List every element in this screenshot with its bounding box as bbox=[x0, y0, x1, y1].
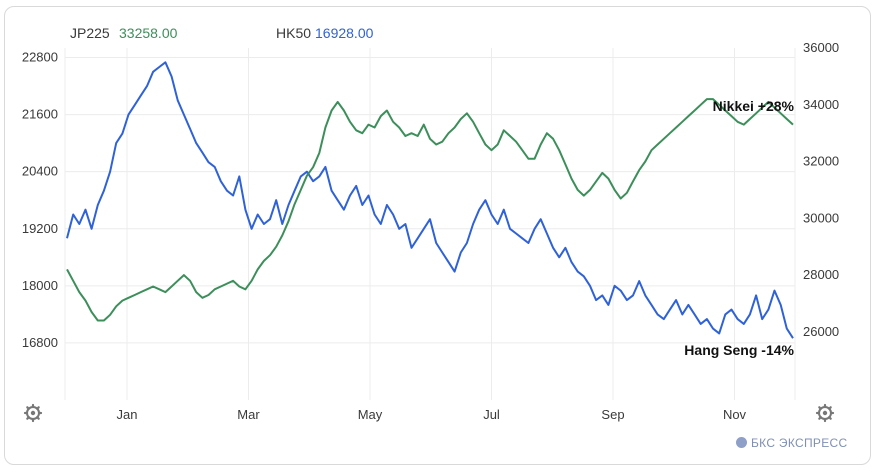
series-lines bbox=[66, 61, 794, 339]
x-axis: Jan Mar May Jul Sep Nov bbox=[117, 407, 747, 422]
x-tick-label: May bbox=[358, 407, 383, 422]
legend-jp225-ticker: JP225 bbox=[70, 25, 110, 41]
left-tick-label: 18000 bbox=[22, 278, 58, 293]
series-line-jp225 bbox=[66, 98, 794, 322]
x-tick-label: Mar bbox=[237, 407, 260, 422]
right-tick-label: 28000 bbox=[803, 267, 839, 282]
left-tick-label: 22800 bbox=[22, 50, 58, 65]
legend-hk50-ticker: HK50 bbox=[276, 25, 311, 41]
right-axis: 26000 28000 30000 32000 34000 36000 bbox=[803, 40, 839, 339]
gear-icon[interactable] bbox=[815, 403, 835, 423]
left-tick-label: 21600 bbox=[22, 107, 58, 122]
series-line-hk50 bbox=[66, 61, 794, 339]
legend-jp225-value: 33258.00 bbox=[119, 25, 178, 41]
left-axis: 16800 18000 19200 20400 21600 22800 bbox=[22, 50, 58, 350]
x-tick-label: Jan bbox=[117, 407, 138, 422]
brand-text: БКС ЭКСПРЕСС bbox=[751, 436, 848, 450]
x-tick-label: Sep bbox=[601, 407, 624, 422]
left-tick-label: 16800 bbox=[22, 335, 58, 350]
right-tick-label: 34000 bbox=[803, 97, 839, 112]
x-tick-label: Jul bbox=[483, 407, 500, 422]
left-tick-label: 20400 bbox=[22, 164, 58, 179]
right-tick-label: 26000 bbox=[803, 324, 839, 339]
right-tick-label: 30000 bbox=[803, 210, 839, 225]
brand-watermark: БКС ЭКСПРЕСС bbox=[736, 436, 847, 450]
annotation-hang-seng: Hang Seng -14% bbox=[684, 342, 794, 358]
right-tick-label: 32000 bbox=[803, 154, 839, 169]
annotation-nikkei: Nikkei +28% bbox=[713, 98, 795, 114]
logo-icon bbox=[736, 437, 747, 448]
grid bbox=[64, 48, 796, 400]
legend-hk50-value: 16928.00 bbox=[315, 25, 374, 41]
gear-icon[interactable] bbox=[23, 403, 43, 423]
right-tick-label: 36000 bbox=[803, 40, 839, 55]
left-tick-label: 19200 bbox=[22, 221, 58, 236]
x-tick-label: Nov bbox=[723, 407, 747, 422]
